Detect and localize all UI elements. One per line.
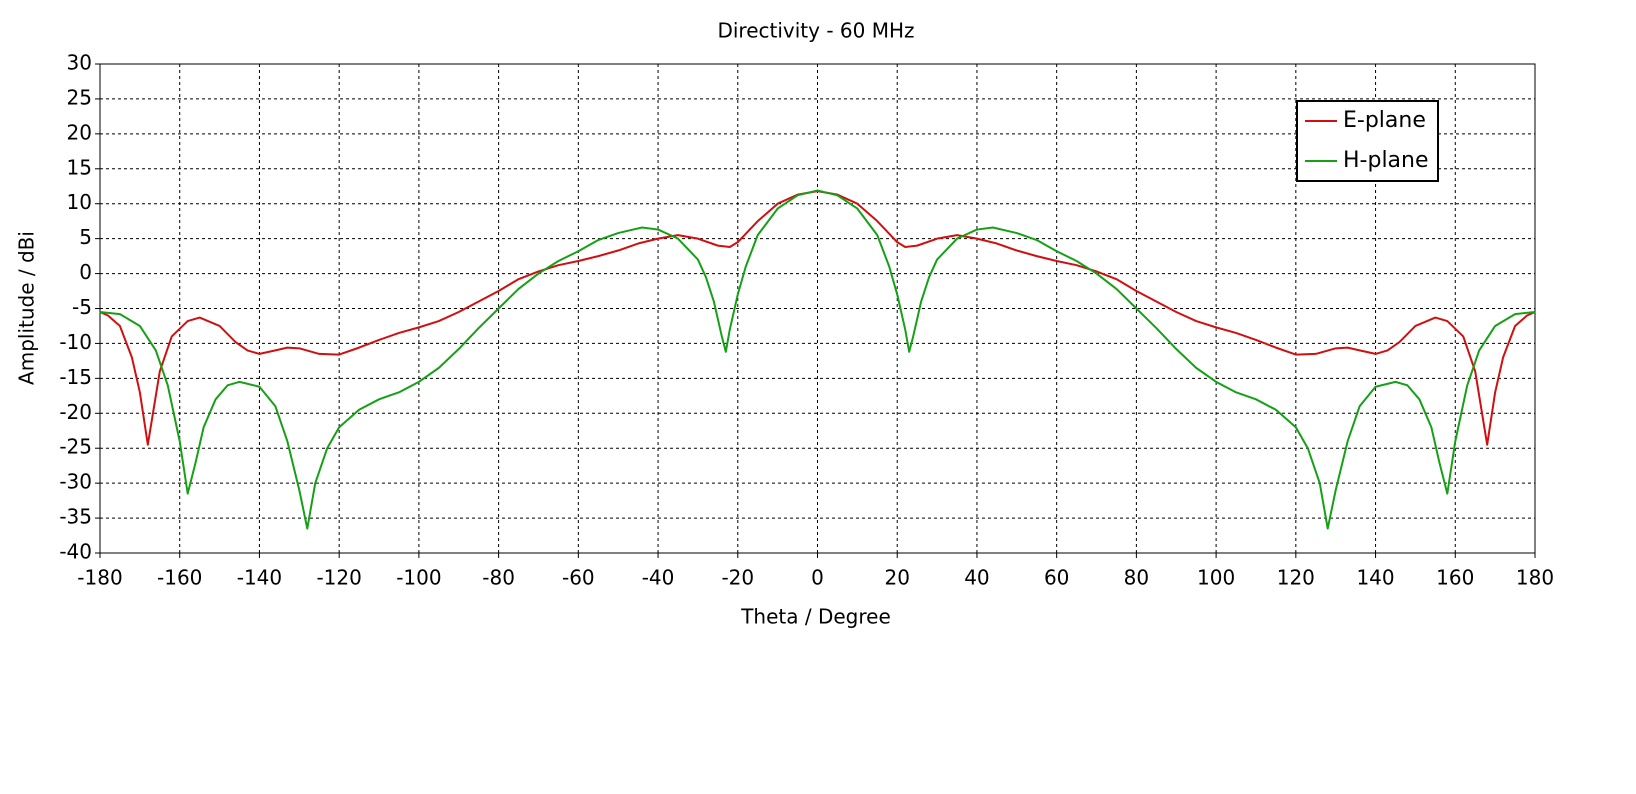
y-tick-label: 10 bbox=[67, 190, 92, 214]
y-axis-label: Amplitude / dBi bbox=[15, 231, 39, 385]
plot-frame bbox=[99, 63, 1536, 554]
y-tick-label: -30 bbox=[59, 470, 92, 494]
x-tick-label: -20 bbox=[721, 566, 754, 590]
x-tick-label: 40 bbox=[964, 566, 989, 590]
x-tick-label: -40 bbox=[642, 566, 675, 590]
chart-title: Directivity - 60 MHz bbox=[717, 19, 914, 43]
x-tick-label: -140 bbox=[237, 566, 282, 590]
series-line bbox=[99, 189, 1536, 530]
y-tick-label: 0 bbox=[79, 260, 92, 284]
x-tick-label: -60 bbox=[562, 566, 595, 590]
x-tick-label: 0 bbox=[811, 566, 824, 590]
x-tick-label: 20 bbox=[884, 566, 909, 590]
y-tick-label: 30 bbox=[67, 51, 92, 75]
x-axis-label: Theta / Degree bbox=[740, 605, 891, 629]
x-tick-label: -160 bbox=[157, 566, 202, 590]
y-tick-label: -20 bbox=[59, 400, 92, 424]
y-tick-label: 20 bbox=[67, 120, 92, 144]
x-tick-label: 120 bbox=[1277, 566, 1315, 590]
y-tick-label: -25 bbox=[59, 435, 92, 459]
y-tick-label: -10 bbox=[59, 330, 92, 354]
x-tick-label: 140 bbox=[1356, 566, 1394, 590]
y-tick-label: -35 bbox=[59, 505, 92, 529]
x-tick-label: -80 bbox=[482, 566, 515, 590]
legend-box bbox=[1296, 100, 1439, 182]
y-tick-label: 15 bbox=[67, 155, 92, 179]
y-tick-label: -15 bbox=[59, 365, 92, 389]
legend-label: H-plane bbox=[1343, 148, 1429, 173]
y-tick-label: -5 bbox=[72, 295, 92, 319]
y-tick-label: -40 bbox=[59, 540, 92, 564]
x-tick-label: 80 bbox=[1124, 566, 1149, 590]
x-tick-label: 160 bbox=[1436, 566, 1474, 590]
y-tick-label: 5 bbox=[79, 225, 92, 249]
x-tick-label: -120 bbox=[316, 566, 361, 590]
x-tick-label: -180 bbox=[77, 566, 122, 590]
y-tick-label: 25 bbox=[67, 85, 92, 109]
x-tick-label: 60 bbox=[1044, 566, 1069, 590]
legend-label: E-plane bbox=[1343, 108, 1426, 133]
x-tick-label: 180 bbox=[1516, 566, 1554, 590]
x-tick-label: -100 bbox=[396, 566, 441, 590]
x-tick-label: 100 bbox=[1197, 566, 1235, 590]
